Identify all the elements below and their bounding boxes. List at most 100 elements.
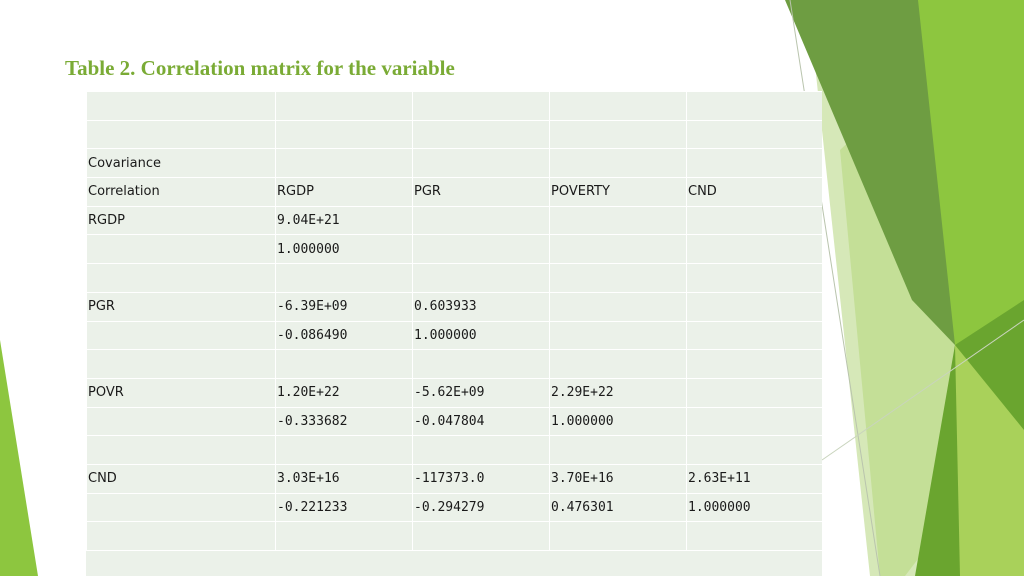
row-label-cell [86,263,276,293]
table-cell: -0.333682 [275,406,413,437]
decor-shape-left [0,340,38,576]
table-cell: 1.000000 [275,234,413,265]
row-label-cell: Correlation [86,177,276,207]
row-label-cell [86,91,276,121]
table-cell: -0.221233 [275,492,413,523]
table-cell [275,263,413,293]
row-label-cell: RGDP [86,205,276,236]
table-row: -0.333682 -0.047804 1.000000 [86,406,822,437]
table-cell [549,521,687,551]
table-cell [275,91,413,121]
table-cell [686,521,822,551]
table-cell [549,435,687,465]
table-cell: POVERTY [549,177,687,207]
table-cell: PGR [412,177,550,207]
row-label-cell [86,119,276,150]
table-row [86,521,822,551]
table-cell: 0.476301 [549,492,687,523]
table-row [86,91,822,121]
table-row: 1.000000 [86,234,822,265]
table-cell [275,148,413,179]
table-cell: 1.000000 [686,492,822,523]
table-body: Covariance Correlation RGDP PGR POVERTY CND RG… [86,91,822,551]
table-cell [686,91,822,121]
table-cell: -0.047804 [412,406,550,437]
table-row: -0.221233 -0.294279 0.476301 1.000000 [86,492,822,523]
table-row [86,349,822,379]
table-cell [549,349,687,379]
table-cell [549,263,687,293]
row-label-cell: POVR [86,377,276,408]
table-cell: 0.603933 [412,291,550,322]
table-cell [412,148,550,179]
row-label-cell [86,521,276,551]
table-cell [549,91,687,121]
table-cell [686,349,822,379]
table-cell [412,234,550,265]
table-row: CND 3.03E+16 -117373.0 3.70E+16 2.63E+11 [86,463,822,494]
table-cell [686,205,822,236]
table-cell: RGDP [275,177,413,207]
table-cell [686,377,822,408]
table-cell [412,119,550,150]
table-cell [549,148,687,179]
table-cell: CND [686,177,822,207]
table-cell [686,148,822,179]
decor-shape-mid-lower [955,345,1024,576]
table-cell: -6.39E+09 [275,291,413,322]
table-row: PGR -6.39E+09 0.603933 [86,291,822,322]
row-label-cell [86,234,276,265]
table-cell [549,205,687,236]
row-label-cell: CND [86,463,276,494]
table-row: -0.086490 1.000000 [86,320,822,351]
row-label-cell: PGR [86,291,276,322]
table-cell: 1.000000 [549,406,687,437]
table-row [86,263,822,293]
correlation-table-container: Covariance Correlation RGDP PGR POVERTY CND RG… [86,91,822,576]
table-cell: -0.086490 [275,320,413,351]
table-cell [412,349,550,379]
table-cell: 3.03E+16 [275,463,413,494]
table-cell [412,435,550,465]
table-cell [275,521,413,551]
correlation-matrix-table: Covariance Correlation RGDP PGR POVERTY CND RG… [86,91,822,551]
table-cell [549,119,687,150]
table-cell [686,291,822,322]
row-label-cell [86,435,276,465]
table-cell [275,349,413,379]
decor-thin-line-2 [821,319,1024,461]
table-cell [686,406,822,437]
table-cell [412,91,550,121]
row-label-cell [86,320,276,351]
table-cell: -117373.0 [412,463,550,494]
table-cell [549,234,687,265]
table-cell [686,234,822,265]
table-row [86,435,822,465]
table-cell: -5.62E+09 [412,377,550,408]
table-cell [412,205,550,236]
table-row [86,119,822,150]
row-label-cell: Covariance [86,148,276,179]
table-cell: 3.70E+16 [549,463,687,494]
table-cell: 1.20E+22 [275,377,413,408]
table-cell [686,263,822,293]
slide-title: Table 2. Correlation matrix for the vari… [65,56,455,80]
table-cell [412,263,550,293]
table-cell [412,521,550,551]
table-row: Covariance [86,148,822,179]
table-cell [549,291,687,322]
table-row: RGDP 9.04E+21 [86,205,822,236]
table-cell: 2.63E+11 [686,463,822,494]
table-cell: 9.04E+21 [275,205,413,236]
table-cell [275,435,413,465]
table-cell: 2.29E+22 [549,377,687,408]
table-cell [275,119,413,150]
row-label-cell [86,349,276,379]
row-label-cell [86,406,276,437]
table-cell [686,435,822,465]
table-cell [686,119,822,150]
table-row: Correlation RGDP PGR POVERTY CND [86,177,822,207]
table-row: POVR 1.20E+22 -5.62E+09 2.29E+22 [86,377,822,408]
table-cell: -0.294279 [412,492,550,523]
